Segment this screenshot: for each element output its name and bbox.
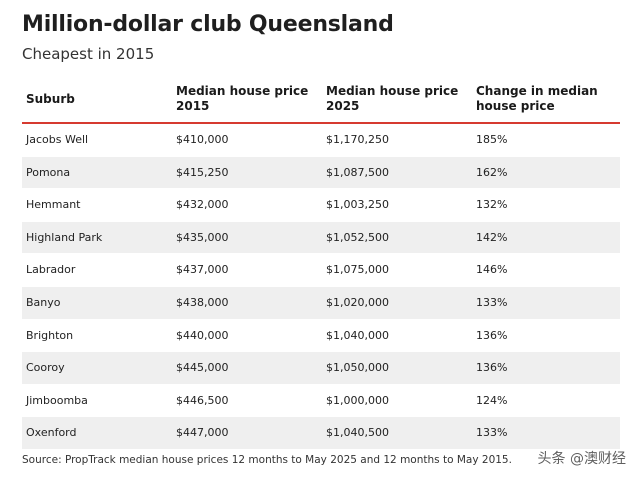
price-2015-cell: $432,000 <box>176 198 229 212</box>
suburb-cell: Cooroy <box>26 361 65 375</box>
table-row: Oxenford $447,000 $1,040,500 133% <box>22 417 620 450</box>
table-header: Suburb Median house price 2015 Median ho… <box>22 78 620 124</box>
price-2025-cell: $1,050,000 <box>326 361 389 375</box>
column-header-change: Change in median house price <box>476 84 598 113</box>
table-row: Labrador $437,000 $1,075,000 146% <box>22 254 620 287</box>
change-cell: 133% <box>476 295 508 309</box>
change-cell: 146% <box>476 263 508 277</box>
suburb-cell: Pomona <box>26 165 71 179</box>
change-cell: 136% <box>476 361 508 375</box>
price-2025-cell: $1,075,000 <box>326 263 389 277</box>
price-2015-cell: $445,000 <box>176 361 229 375</box>
price-2025-cell: $1,000,000 <box>326 393 389 407</box>
chart-subtitle: Cheapest in 2015 <box>22 45 155 63</box>
table-row: Hemmant $432,000 $1,003,250 132% <box>22 189 620 222</box>
table-body: Jacobs Well $410,000 $1,170,250 185% Pomona $… <box>22 124 620 450</box>
change-cell: 136% <box>476 328 508 342</box>
suburb-cell: Banyo <box>26 295 61 309</box>
column-header-price-2015: Median house price 2015 <box>176 84 309 113</box>
change-cell: 124% <box>476 393 508 407</box>
suburb-cell: Hemmant <box>26 198 81 212</box>
price-2015-cell: $446,500 <box>176 393 229 407</box>
price-2025-cell: $1,087,500 <box>326 165 389 179</box>
price-table: Suburb Median house price 2015 Median ho… <box>22 78 620 450</box>
price-2025-cell: $1,003,250 <box>326 198 389 212</box>
price-2015-cell: $415,250 <box>176 165 229 179</box>
price-2015-cell: $438,000 <box>176 295 229 309</box>
source-note: Source: PropTrack median house prices 12… <box>22 454 512 466</box>
change-cell: 185% <box>476 133 508 146</box>
price-2025-cell: $1,020,000 <box>326 295 389 309</box>
price-2015-cell: $440,000 <box>176 328 229 342</box>
table-row: Brighton $440,000 $1,040,000 136% <box>22 319 620 353</box>
change-cell: 142% <box>476 230 508 244</box>
suburb-cell: Jacobs Well <box>26 133 89 146</box>
change-cell: 132% <box>476 198 508 212</box>
price-2015-cell: $410,000 <box>176 133 229 146</box>
price-2015-cell: $447,000 <box>176 426 229 440</box>
suburb-cell: Brighton <box>26 328 74 342</box>
suburb-cell: Highland Park <box>26 230 103 244</box>
price-2025-cell: $1,052,500 <box>326 230 389 244</box>
change-cell: 133% <box>476 426 508 440</box>
watermark-logo: 头条 @澳财经 <box>537 451 626 467</box>
change-cell: 162% <box>476 165 508 179</box>
price-2025-cell: $1,040,500 <box>326 426 389 440</box>
suburb-cell: Jimboomba <box>26 393 88 407</box>
table-row: Banyo $438,000 $1,020,000 133% <box>22 286 620 320</box>
price-2025-cell: $1,170,250 <box>326 133 389 146</box>
price-2015-cell: $435,000 <box>176 230 229 244</box>
suburb-cell: Labrador <box>26 263 76 277</box>
table-row: Jacobs Well $410,000 $1,170,250 185% <box>22 124 620 157</box>
table-row: Jimboomba $446,500 $1,000,000 124% <box>22 384 620 418</box>
table-row: Pomona $415,250 $1,087,500 162% <box>22 156 620 190</box>
chart-title: Million-dollar club Queensland <box>22 12 394 37</box>
price-2025-cell: $1,040,000 <box>326 328 389 342</box>
price-2015-cell: $437,000 <box>176 263 229 277</box>
column-header-price-2025: Median house price 2025 <box>326 84 459 113</box>
table-row: Highland Park $435,000 $1,052,500 142% <box>22 221 620 255</box>
column-header-suburb: Suburb <box>26 92 75 106</box>
suburb-cell: Oxenford <box>26 426 77 440</box>
table-row: Cooroy $445,000 $1,050,000 136% <box>22 352 620 385</box>
